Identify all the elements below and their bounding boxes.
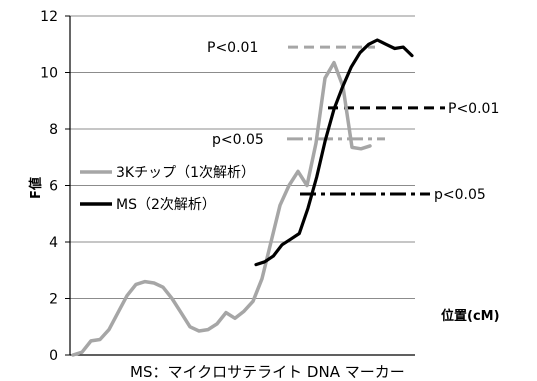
legend: 3Kチップ（1次解析） MS（2次解析） xyxy=(80,165,255,213)
legend-label-ms: MS（2次解析） xyxy=(116,197,216,213)
chart-caption: MS：マイクロサテライト DNA マーカー xyxy=(130,363,405,381)
y-tick-label: 8 xyxy=(49,122,58,138)
series-lines xyxy=(71,38,414,357)
y-tick-labels: 0 2 4 6 8 10 12 xyxy=(40,9,58,364)
y-tick-label: 4 xyxy=(49,235,58,251)
series-line-0 xyxy=(71,60,372,357)
y-tick-label: 12 xyxy=(40,9,58,25)
legend-label-3k: 3Kチップ（1次解析） xyxy=(116,165,255,181)
y-tick-label: 10 xyxy=(40,66,58,82)
gridlines xyxy=(65,15,415,356)
threshold-label-0: P<0.01 xyxy=(207,40,258,56)
y-tick-label: 6 xyxy=(49,179,58,195)
y-tick-label: 2 xyxy=(49,292,58,308)
y-axis-label: F値 xyxy=(28,177,44,199)
x-axis-label: 位置(cM) xyxy=(441,308,500,324)
y-tick-label: 0 xyxy=(49,348,58,364)
threshold-label-2: p<0.05 xyxy=(212,132,264,148)
threshold-label-1: P<0.01 xyxy=(448,101,499,117)
threshold-label-3: p<0.05 xyxy=(434,187,486,203)
series-line-1 xyxy=(254,38,414,267)
threshold-lines: P<0.01 P<0.01 p<0.05 p<0.05 xyxy=(207,40,499,203)
